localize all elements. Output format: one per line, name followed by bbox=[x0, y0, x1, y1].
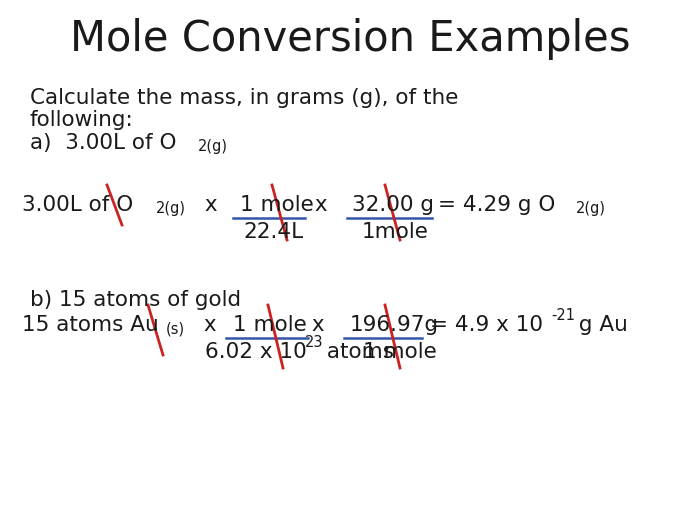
Text: (s): (s) bbox=[166, 321, 185, 336]
Text: 1 mole: 1 mole bbox=[233, 315, 307, 335]
Text: x: x bbox=[305, 315, 325, 335]
Text: a)  3.00L of O: a) 3.00L of O bbox=[30, 133, 176, 153]
Text: = 4.29 g O: = 4.29 g O bbox=[438, 195, 555, 215]
Text: 1mole: 1mole bbox=[362, 222, 429, 242]
Text: 1 mole: 1 mole bbox=[363, 342, 437, 362]
Text: g Au: g Au bbox=[572, 315, 628, 335]
Text: 32.00 g: 32.00 g bbox=[352, 195, 434, 215]
Text: 23: 23 bbox=[305, 335, 323, 350]
Text: 22.4L: 22.4L bbox=[243, 222, 303, 242]
Text: x: x bbox=[197, 315, 216, 335]
Text: 1 mole: 1 mole bbox=[240, 195, 314, 215]
Text: x: x bbox=[308, 195, 328, 215]
Text: 15 atoms Au: 15 atoms Au bbox=[22, 315, 159, 335]
Text: 2(g): 2(g) bbox=[576, 201, 606, 216]
Text: b) 15 atoms of gold: b) 15 atoms of gold bbox=[30, 290, 241, 310]
Text: -21: -21 bbox=[551, 308, 575, 323]
Text: 2(g): 2(g) bbox=[156, 201, 186, 216]
Text: Mole Conversion Examples: Mole Conversion Examples bbox=[70, 18, 630, 60]
Text: 2(g): 2(g) bbox=[198, 139, 228, 154]
Text: 6.02 x 10: 6.02 x 10 bbox=[205, 342, 307, 362]
Text: 196.97g: 196.97g bbox=[350, 315, 439, 335]
Text: 3.00L of O: 3.00L of O bbox=[22, 195, 133, 215]
Text: Calculate the mass, in grams (g), of the: Calculate the mass, in grams (g), of the bbox=[30, 88, 458, 108]
Text: following:: following: bbox=[30, 110, 134, 130]
Text: atoms: atoms bbox=[320, 342, 394, 362]
Text: x: x bbox=[198, 195, 218, 215]
Text: = 4.9 x 10: = 4.9 x 10 bbox=[430, 315, 543, 335]
